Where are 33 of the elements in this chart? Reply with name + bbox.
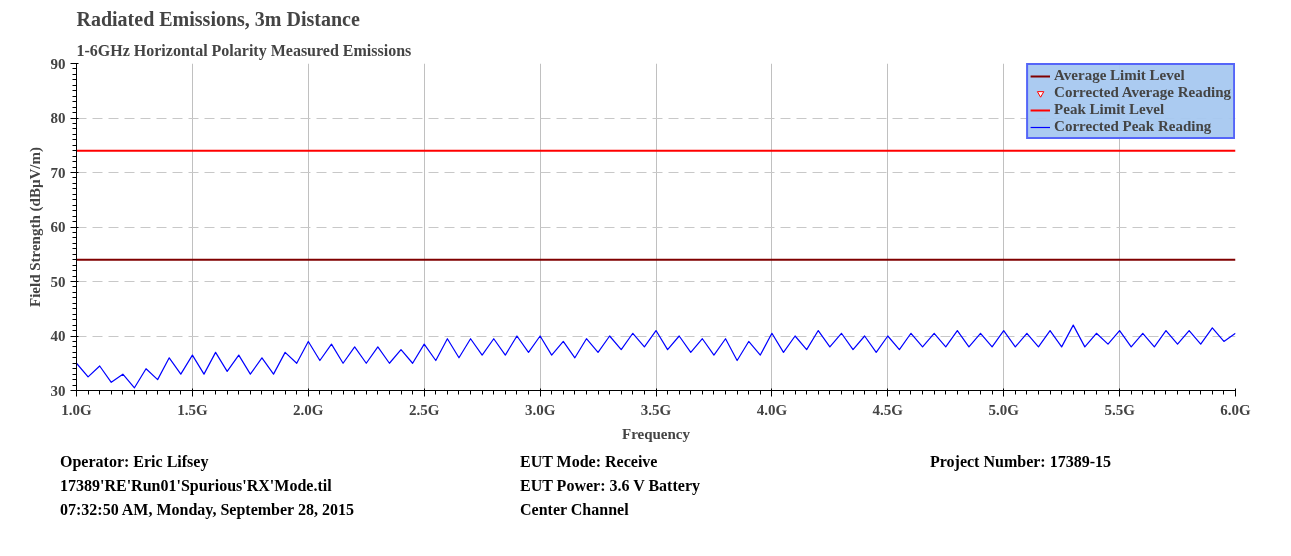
y-tick-label: 90 (50, 55, 66, 72)
text: 17389'RE'Run01'Spurious'RX'Mode.til (60, 477, 332, 494)
y-tick-label: 40 (50, 328, 66, 344)
y-tick-label: 50 (50, 273, 66, 290)
y-axis-title: Field Strength (dBµV/m) (26, 146, 44, 308)
x-tick-label: 5.0G (988, 401, 1020, 418)
text: Project Number: 17389-15 (930, 452, 1111, 473)
x-tick-label: 4.5G (872, 401, 904, 418)
chart-subtitle: 1-6GHz Horizontal Polarity Measured Emissions (76, 41, 412, 60)
legend-label: Corrected Peak Reading (1054, 118, 1212, 135)
x-tick-label: 3.0G (524, 401, 556, 418)
y-tick-label: 30 (50, 382, 66, 399)
text: EUT Power: 3.6 V Battery (520, 477, 700, 494)
text: 07:32:50 AM, Monday, September 28, 2015 (60, 501, 354, 518)
y-tick-label: 60 (50, 219, 66, 235)
x-tick-label: 6.0G (1220, 401, 1252, 418)
x-tick-label: 3.5G (640, 401, 672, 418)
x-tick-label: 2.5G (408, 401, 440, 418)
legend-label: Peak Limit Level (1054, 101, 1165, 118)
text: Center Channel (520, 501, 629, 518)
legend-label: Corrected Average Reading (1054, 84, 1231, 101)
x-tick-label: 1.0G (61, 401, 93, 418)
x-tick-label: 4.0G (756, 401, 788, 418)
chart-title: Radiated Emissions, 3m Distance (76, 7, 360, 30)
x-tick-label: 5.5G (1104, 401, 1136, 418)
text: Operator: Eric Lifsey (60, 453, 209, 470)
text: EUT Mode: Receive (520, 453, 658, 470)
legend-label: Average Limit Level (1054, 67, 1185, 84)
y-tick-label: 80 (50, 110, 66, 126)
x-tick-label: 2.0G (293, 401, 324, 418)
x-axis-title: Frequency (621, 425, 691, 442)
y-tick-label: 70 (50, 164, 66, 181)
x-tick-label: 1.5G (177, 401, 208, 418)
